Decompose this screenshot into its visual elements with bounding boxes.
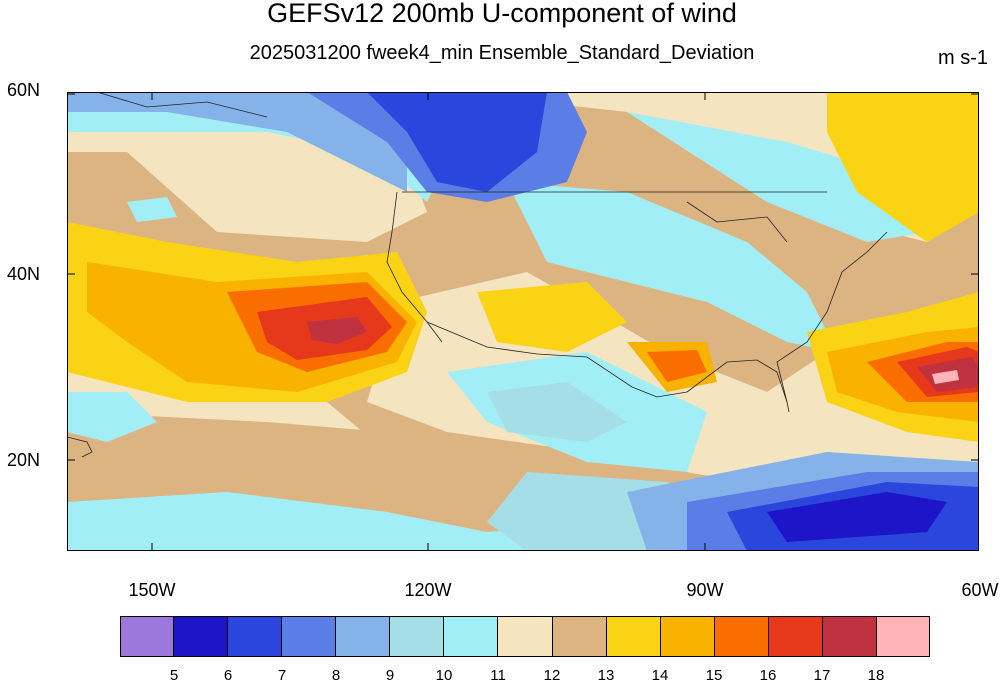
map-subtitle: 2025031200 fweek4_min Ensemble_Standard_… xyxy=(249,42,755,64)
colorbar-tick-label: 18 xyxy=(867,667,885,684)
colorbar-tick-label: 5 xyxy=(169,667,179,684)
lat-label-60n: 60N xyxy=(6,80,40,100)
colorbar-swatch xyxy=(120,616,174,657)
colorbar-swatch xyxy=(551,616,606,657)
colorbar-tick-label: 9 xyxy=(385,667,395,684)
lat-label-40n: 40N xyxy=(6,264,40,284)
boundary-lines xyxy=(67,92,888,458)
colorbar-tick-label: 17 xyxy=(813,667,831,684)
colorbar-tick-label: 8 xyxy=(331,667,341,684)
colorbar-swatch xyxy=(227,616,282,657)
colorbar-tick-label: 6 xyxy=(223,667,233,684)
colorbar-swatch xyxy=(767,616,822,657)
colorbar-swatch xyxy=(173,616,228,657)
colorbar-swatch xyxy=(659,616,714,657)
colorbar-swatch xyxy=(389,616,444,657)
lon-label-90w: 90W xyxy=(686,580,724,600)
lon-label-60w: 60W xyxy=(961,580,999,600)
colorbar-swatch xyxy=(281,616,336,657)
lon-label-120w: 120W xyxy=(404,580,452,600)
map-title: GEFSv12 200mb U-component of wind xyxy=(267,0,737,28)
colorbar-tick-label: 14 xyxy=(651,667,669,684)
map-frame xyxy=(67,92,979,551)
colorbar-swatch xyxy=(335,616,390,657)
colorbar-tick-label: 10 xyxy=(435,667,453,684)
colorbar xyxy=(120,616,930,657)
colorbar-swatch xyxy=(497,616,552,657)
colorbar-swatch xyxy=(713,616,768,657)
colorbar-swatch xyxy=(875,616,930,657)
lon-label-150w: 150W xyxy=(128,580,176,600)
colorbar-tick-label: 16 xyxy=(759,667,777,684)
colorbar-swatch xyxy=(821,616,876,657)
units-label: m s-1 xyxy=(938,47,988,69)
colorbar-tick-label: 15 xyxy=(705,667,723,684)
contour-fill-layer xyxy=(67,92,979,551)
map-ticks xyxy=(67,92,979,551)
wind-std-map xyxy=(67,92,979,551)
colorbar-tick-label: 13 xyxy=(597,667,615,684)
colorbar-tick-label: 7 xyxy=(277,667,287,684)
colorbar-tick-label: 11 xyxy=(490,667,506,684)
colorbar-tick-label: 12 xyxy=(543,667,561,684)
colorbar-swatch xyxy=(443,616,498,657)
lat-label-20n: 20N xyxy=(6,450,40,470)
colorbar-swatch xyxy=(605,616,660,657)
